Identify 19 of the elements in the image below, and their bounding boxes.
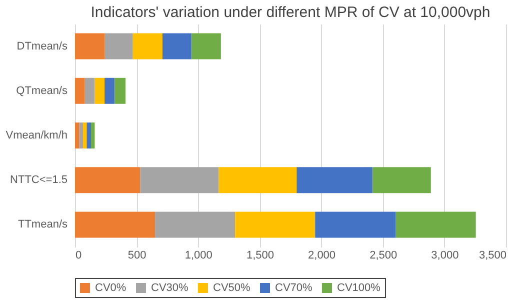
y-tick-label: QTmean/s	[16, 84, 68, 97]
x-tick-label: 2,000	[308, 250, 336, 262]
y-tick-label: NTTC<=1.5	[10, 174, 68, 186]
legend-label: CV30%	[151, 282, 189, 294]
y-tick-label: TTmean/s	[18, 218, 68, 231]
x-tick-label: 3,500	[478, 250, 506, 262]
legend-label: CV70%	[275, 282, 313, 294]
x-tick-label: 1,000	[184, 250, 212, 262]
y-tick-label: DTmean/s	[16, 40, 68, 52]
x-tick-label: 2,500	[370, 250, 398, 262]
x-tick-label: 3,000	[431, 250, 459, 262]
chart-title: Indicators' variation under different MPR of CV at 10,000vph	[90, 4, 490, 21]
legend-label: CV0%	[95, 282, 126, 294]
x-tick-label: 0	[76, 250, 82, 262]
y-tick-label: Vmean/km/h	[6, 130, 68, 142]
x-tick-label: 1,500	[246, 250, 274, 262]
legend-label: CV50%	[213, 282, 251, 294]
legend-label: CV100%	[337, 282, 381, 294]
x-tick-label: 500	[128, 250, 146, 262]
